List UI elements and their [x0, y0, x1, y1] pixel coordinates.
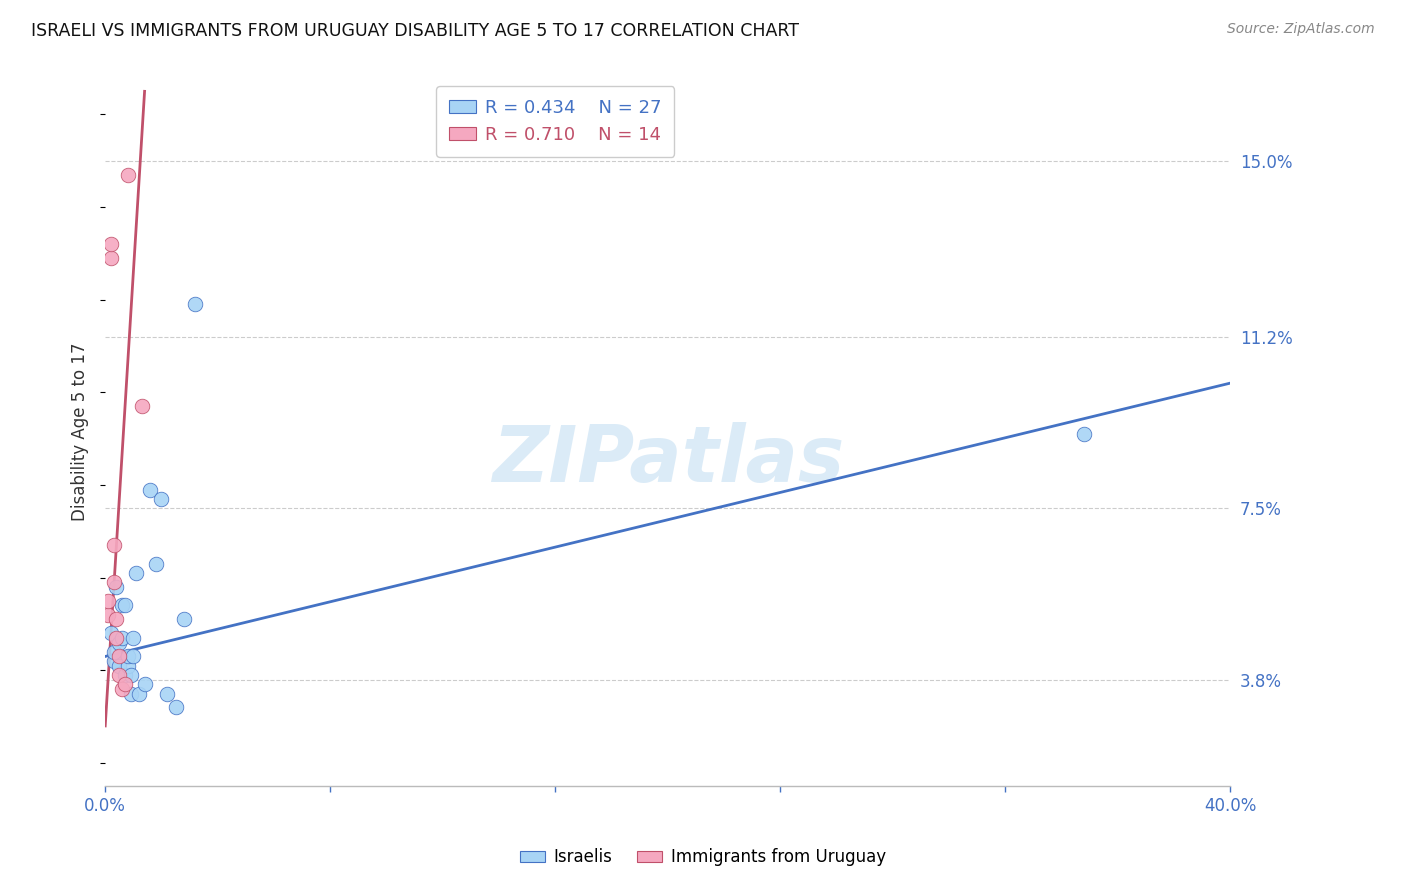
- Point: [105, 580, 128, 594]
- Point: [103, 645, 125, 659]
- Point: [117, 649, 139, 664]
- Point: [173, 612, 195, 626]
- Point: [105, 631, 128, 645]
- Point: [120, 668, 142, 682]
- Point: [108, 668, 131, 682]
- Point: [125, 566, 148, 580]
- Legend: Israelis, Immigrants from Uruguay: Israelis, Immigrants from Uruguay: [513, 842, 893, 873]
- Text: Source: ZipAtlas.com: Source: ZipAtlas.com: [1227, 22, 1375, 37]
- Point: [128, 686, 150, 700]
- Point: [114, 677, 136, 691]
- Y-axis label: Disability Age 5 to 17: Disability Age 5 to 17: [72, 343, 89, 521]
- Point: [111, 681, 134, 696]
- Point: [120, 686, 142, 700]
- Point: [103, 654, 125, 668]
- Point: [97, 607, 120, 622]
- Point: [1073, 427, 1095, 442]
- Point: [139, 483, 162, 497]
- Point: [97, 594, 120, 608]
- Point: [117, 658, 139, 673]
- Point: [108, 658, 131, 673]
- Point: [108, 635, 131, 649]
- Point: [100, 251, 122, 265]
- Point: [114, 668, 136, 682]
- Point: [100, 626, 122, 640]
- Point: [165, 700, 187, 714]
- Point: [111, 631, 134, 645]
- Point: [122, 631, 145, 645]
- Text: ISRAELI VS IMMIGRANTS FROM URUGUAY DISABILITY AGE 5 TO 17 CORRELATION CHART: ISRAELI VS IMMIGRANTS FROM URUGUAY DISAB…: [31, 22, 799, 40]
- Point: [131, 400, 153, 414]
- Point: [114, 599, 136, 613]
- Legend: R = 0.434    N = 27, R = 0.710    N = 14: R = 0.434 N = 27, R = 0.710 N = 14: [436, 87, 673, 157]
- Point: [156, 686, 179, 700]
- Point: [134, 677, 156, 691]
- Point: [184, 297, 207, 311]
- Point: [103, 538, 125, 552]
- Point: [145, 557, 167, 571]
- Point: [100, 237, 122, 252]
- Point: [122, 649, 145, 664]
- Point: [150, 491, 173, 506]
- Point: [105, 612, 128, 626]
- Point: [103, 575, 125, 590]
- Point: [111, 599, 134, 613]
- Point: [108, 649, 131, 664]
- Text: ZIPatlas: ZIPatlas: [492, 422, 844, 498]
- Point: [117, 168, 139, 182]
